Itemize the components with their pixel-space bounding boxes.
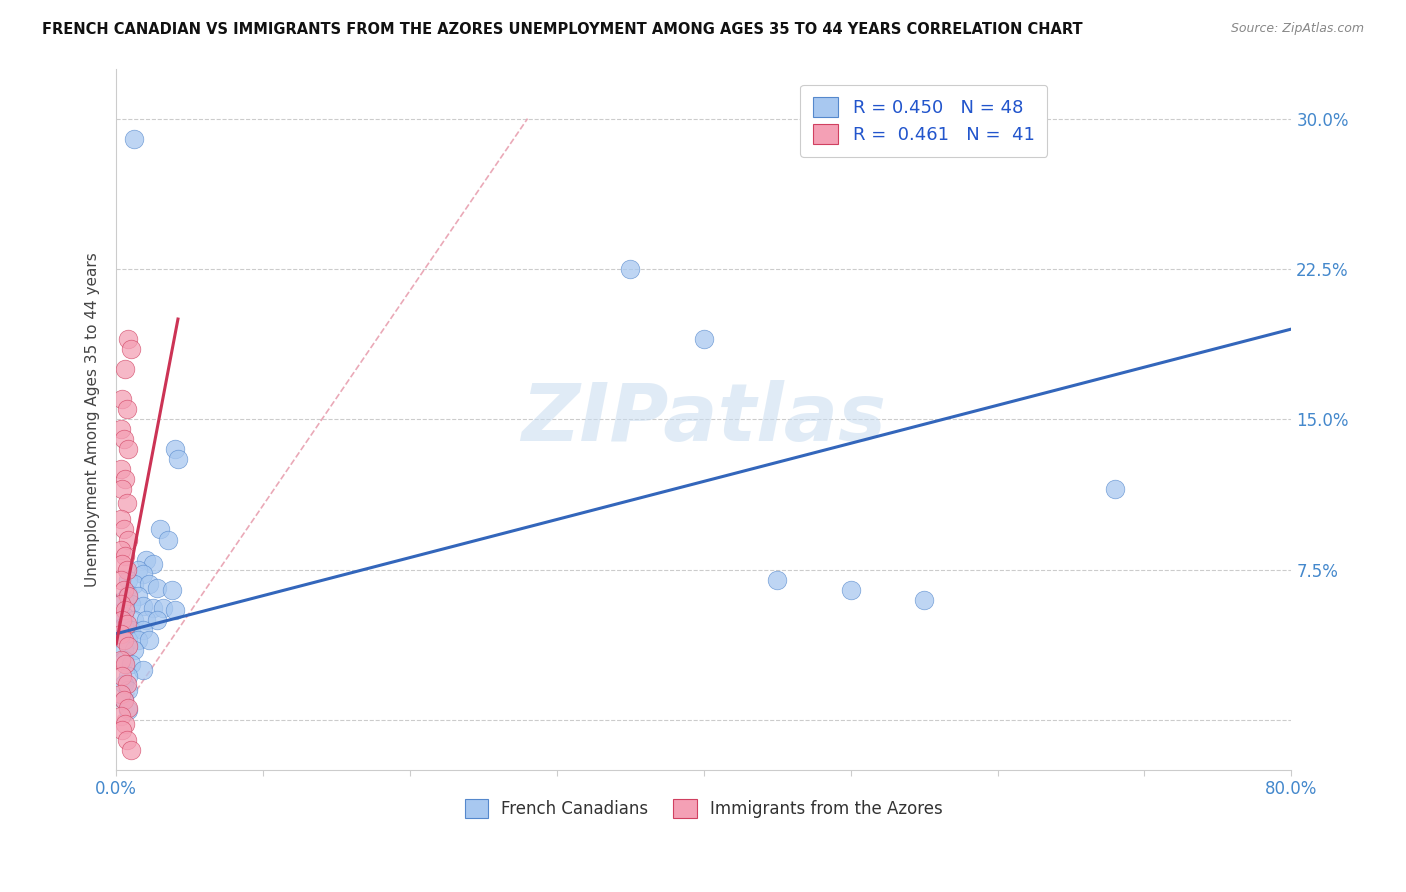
Y-axis label: Unemployment Among Ages 35 to 44 years: Unemployment Among Ages 35 to 44 years <box>86 252 100 587</box>
Point <box>115 563 138 577</box>
Point <box>120 623 142 637</box>
Point <box>114 549 136 563</box>
Point <box>110 422 132 436</box>
Point <box>117 332 139 346</box>
Point <box>766 573 789 587</box>
Point <box>110 462 132 476</box>
Point <box>117 573 139 587</box>
Point <box>114 717 136 731</box>
Point <box>127 632 149 647</box>
Point <box>142 557 165 571</box>
Point <box>142 600 165 615</box>
Point <box>115 733 138 747</box>
Point <box>115 402 138 417</box>
Point <box>112 642 135 657</box>
Point <box>112 592 135 607</box>
Point <box>112 632 135 647</box>
Point <box>111 669 134 683</box>
Point <box>839 582 862 597</box>
Point <box>110 626 132 640</box>
Text: Source: ZipAtlas.com: Source: ZipAtlas.com <box>1230 22 1364 36</box>
Point <box>112 582 135 597</box>
Legend: French Canadians, Immigrants from the Azores: French Canadians, Immigrants from the Az… <box>458 793 949 825</box>
Point <box>112 677 135 691</box>
Point <box>110 687 132 701</box>
Point <box>117 703 139 717</box>
Point <box>135 552 157 566</box>
Point <box>117 639 139 653</box>
Point <box>117 587 139 601</box>
Point <box>117 632 139 647</box>
Point <box>120 342 142 356</box>
Point <box>111 613 134 627</box>
Point <box>110 542 132 557</box>
Point <box>112 693 135 707</box>
Text: ZIPatlas: ZIPatlas <box>522 380 886 458</box>
Point <box>132 623 155 637</box>
Point <box>115 677 138 691</box>
Point <box>146 613 169 627</box>
Point <box>122 576 145 591</box>
Point <box>138 576 160 591</box>
Point <box>112 618 135 632</box>
Point <box>127 589 149 603</box>
Point <box>135 613 157 627</box>
Point <box>132 663 155 677</box>
Point <box>111 392 134 407</box>
Text: FRENCH CANADIAN VS IMMIGRANTS FROM THE AZORES UNEMPLOYMENT AMONG AGES 35 TO 44 Y: FRENCH CANADIAN VS IMMIGRANTS FROM THE A… <box>42 22 1083 37</box>
Point <box>146 581 169 595</box>
Point <box>122 613 145 627</box>
Point <box>117 442 139 457</box>
Point <box>110 597 132 611</box>
Point <box>111 557 134 571</box>
Point <box>112 653 135 667</box>
Point <box>117 682 139 697</box>
Point <box>110 653 132 667</box>
Point <box>112 693 135 707</box>
Point <box>167 452 190 467</box>
Point <box>112 432 135 446</box>
Point <box>110 709 132 723</box>
Point <box>149 523 172 537</box>
Point <box>1104 483 1126 497</box>
Point <box>122 642 145 657</box>
Point <box>114 657 136 671</box>
Point <box>138 632 160 647</box>
Point <box>115 496 138 510</box>
Point <box>110 573 132 587</box>
Point <box>160 582 183 597</box>
Point <box>152 600 174 615</box>
Point <box>114 362 136 376</box>
Point <box>120 743 142 757</box>
Point <box>156 533 179 547</box>
Point <box>115 616 138 631</box>
Point <box>112 523 135 537</box>
Point <box>117 533 139 547</box>
Point <box>117 669 139 683</box>
Point <box>693 332 716 346</box>
Point <box>114 472 136 486</box>
Point <box>120 657 142 671</box>
Point <box>127 563 149 577</box>
Point <box>112 608 135 623</box>
Point <box>132 566 155 581</box>
Point <box>122 131 145 145</box>
Point <box>163 442 186 457</box>
Point <box>111 483 134 497</box>
Point <box>120 597 142 611</box>
Point <box>163 602 186 616</box>
Point <box>117 589 139 603</box>
Point <box>912 592 935 607</box>
Point <box>619 262 641 277</box>
Point <box>110 512 132 526</box>
Point <box>111 723 134 737</box>
Point <box>114 602 136 616</box>
Point <box>117 701 139 715</box>
Point <box>132 599 155 613</box>
